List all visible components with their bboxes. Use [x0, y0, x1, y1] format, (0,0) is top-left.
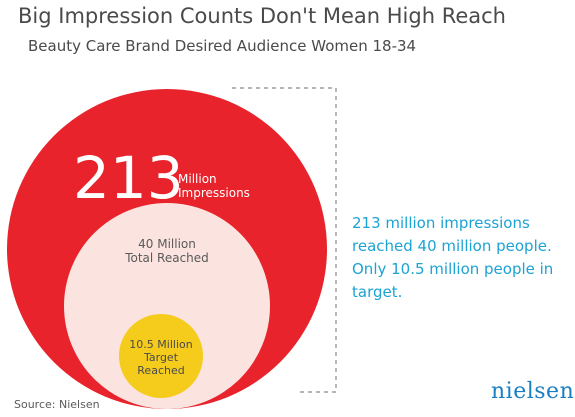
callout-note: 213 million impressions reached 40 milli… [352, 214, 554, 301]
target-reached-circle [119, 314, 203, 398]
total-reached-label: Total Reached [124, 251, 209, 265]
target-reached-label-line1: Target [143, 351, 179, 364]
target-reached-value: 10.5 Million [129, 338, 192, 351]
chart-title: Big Impression Counts Don't Mean High Re… [18, 4, 506, 28]
impressions-value: 213 [73, 144, 184, 212]
dashed-bracket [232, 87, 337, 393]
total-reached-value: 40 Million [138, 237, 196, 251]
source-label: Source: Nielsen [14, 398, 100, 411]
total-reached-circle [64, 203, 270, 409]
chart-subtitle: Beauty Care Brand Desired Audience Women… [28, 37, 417, 55]
impressions-label-line2: Impressions [178, 186, 250, 200]
impressions-label-line1: Million [178, 172, 217, 186]
target-reached-label-line2: Reached [137, 364, 184, 377]
nielsen-logo: nielsen [491, 379, 575, 404]
